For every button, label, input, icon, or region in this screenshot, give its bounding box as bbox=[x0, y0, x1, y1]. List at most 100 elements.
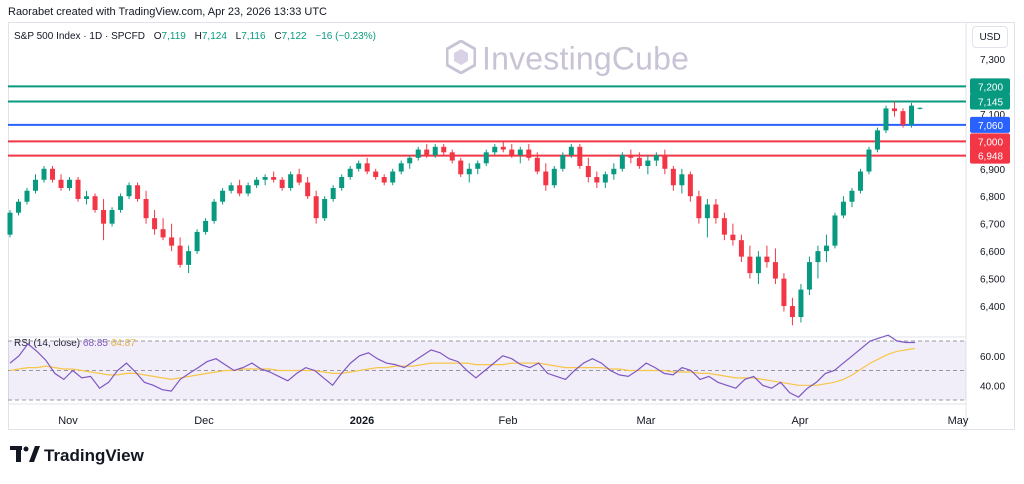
candle-body bbox=[143, 198, 149, 219]
candle-body bbox=[254, 179, 260, 186]
candle-body bbox=[619, 155, 625, 169]
currency-button[interactable]: USD bbox=[972, 26, 1008, 48]
candle-body bbox=[92, 196, 98, 210]
candle-body bbox=[347, 168, 353, 178]
candle-body bbox=[245, 185, 251, 194]
rsi-value: 68.85 bbox=[82, 338, 108, 349]
x-tick-label: May bbox=[948, 415, 969, 427]
change-value: −16 (−0.23%) bbox=[315, 31, 376, 42]
y-tick-label: 6,900 bbox=[980, 165, 1005, 176]
candle-body bbox=[322, 198, 328, 219]
candle-body bbox=[815, 251, 821, 263]
candle-body bbox=[806, 262, 812, 290]
candle-body bbox=[339, 177, 345, 188]
rsi-line bbox=[9, 334, 915, 398]
candle-body bbox=[866, 149, 872, 172]
candle-body bbox=[84, 196, 90, 199]
tradingview-logo-icon bbox=[10, 446, 40, 467]
open-value: 7,119 bbox=[161, 31, 186, 42]
candle-body bbox=[730, 234, 736, 241]
level-price-tag bbox=[970, 133, 1010, 150]
candle-body bbox=[169, 237, 175, 246]
candle-body bbox=[560, 155, 566, 169]
price-chart[interactable]: 7,300 7,100 6,900 6,800 6,700 6,600 6,500 6,400… bbox=[0, 0, 1024, 430]
candle-body bbox=[441, 146, 447, 153]
candle-body bbox=[789, 306, 795, 318]
candle-body bbox=[713, 204, 719, 219]
x-tick-label: Feb bbox=[499, 415, 518, 427]
candle-body bbox=[220, 190, 226, 202]
low-value: 7,116 bbox=[241, 31, 266, 42]
level-price-tag bbox=[970, 78, 1010, 95]
candle-body bbox=[16, 201, 22, 213]
candle-body bbox=[126, 185, 132, 197]
candle-body bbox=[177, 245, 183, 265]
candle-body bbox=[908, 105, 914, 125]
high-value: 7,124 bbox=[201, 31, 227, 42]
candle-body bbox=[186, 251, 192, 265]
candle-body bbox=[798, 289, 804, 318]
rsi-label[interactable]: RSI (14, close) bbox=[14, 338, 81, 349]
candle-body bbox=[636, 157, 642, 167]
candle-body bbox=[475, 163, 481, 169]
candle-body bbox=[101, 209, 107, 224]
candle-body bbox=[772, 262, 778, 279]
x-tick-label: Nov bbox=[58, 415, 78, 427]
candle-body bbox=[203, 220, 209, 232]
low-label: L bbox=[235, 31, 242, 42]
y-tick-label: 7,300 bbox=[980, 55, 1005, 66]
y-tick-label: 6,700 bbox=[980, 220, 1005, 231]
candle-body bbox=[857, 171, 863, 191]
candle-body bbox=[747, 256, 753, 274]
candle-body bbox=[432, 146, 438, 156]
candle-body bbox=[670, 168, 676, 186]
candle-body bbox=[288, 174, 294, 188]
candle-body bbox=[135, 185, 141, 199]
level-price-tag bbox=[970, 93, 1010, 110]
watermark: InvestingCube bbox=[445, 39, 689, 82]
candle-body bbox=[492, 146, 498, 153]
level-price-label: 6,948 bbox=[978, 152, 1003, 163]
candle-body bbox=[500, 146, 506, 150]
candle-body bbox=[449, 152, 455, 161]
candle-body bbox=[849, 190, 855, 202]
candle-body bbox=[645, 160, 651, 167]
candle-body bbox=[7, 212, 13, 235]
candle-body bbox=[721, 218, 727, 235]
candle-body bbox=[517, 149, 523, 156]
candle-body bbox=[458, 160, 464, 175]
candle-body bbox=[398, 163, 404, 172]
candle-body bbox=[577, 146, 583, 167]
candle-body bbox=[313, 196, 319, 219]
candle-body bbox=[679, 174, 685, 186]
candle-body bbox=[526, 149, 532, 158]
candle-body bbox=[755, 256, 761, 274]
footer-brand: TradingView bbox=[44, 446, 144, 465]
rsi-ma-value: 64.87 bbox=[110, 338, 136, 349]
candle-body bbox=[543, 171, 549, 186]
candle-body bbox=[874, 130, 880, 150]
candle-body bbox=[551, 168, 557, 186]
level-price-label: 7,060 bbox=[978, 121, 1003, 132]
candle-body bbox=[262, 177, 268, 180]
candle-body bbox=[160, 229, 166, 238]
candle-body bbox=[534, 157, 540, 172]
candle-body bbox=[509, 149, 515, 156]
candle-body bbox=[109, 209, 115, 224]
candle-body bbox=[466, 168, 472, 175]
candle-body bbox=[356, 163, 362, 169]
open-label: O bbox=[153, 31, 162, 42]
candle-body bbox=[602, 174, 608, 183]
level-price-tag bbox=[970, 116, 1010, 133]
candle-body bbox=[41, 168, 47, 180]
candle-body bbox=[891, 108, 897, 112]
candle-body bbox=[883, 108, 889, 131]
candle-body bbox=[373, 171, 379, 178]
x-tick-label: Dec bbox=[194, 415, 214, 427]
close-label: C bbox=[274, 31, 282, 42]
symbol-name[interactable]: S&P 500 Index · 1D · SPCFD bbox=[14, 31, 145, 42]
rsi-tick-label: 60.00 bbox=[980, 352, 1005, 363]
candle-body bbox=[118, 196, 124, 210]
level-price-tag bbox=[970, 147, 1010, 164]
candle-body bbox=[628, 155, 634, 158]
